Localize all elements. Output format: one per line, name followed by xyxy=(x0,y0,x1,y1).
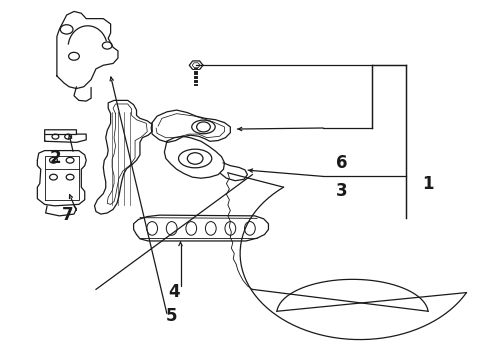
Text: 7: 7 xyxy=(62,206,74,224)
Text: 6: 6 xyxy=(336,154,347,172)
Text: 1: 1 xyxy=(422,175,434,193)
Text: 4: 4 xyxy=(169,283,180,301)
Text: 5: 5 xyxy=(166,307,177,325)
Text: 2: 2 xyxy=(49,149,61,167)
Text: 3: 3 xyxy=(336,183,347,201)
